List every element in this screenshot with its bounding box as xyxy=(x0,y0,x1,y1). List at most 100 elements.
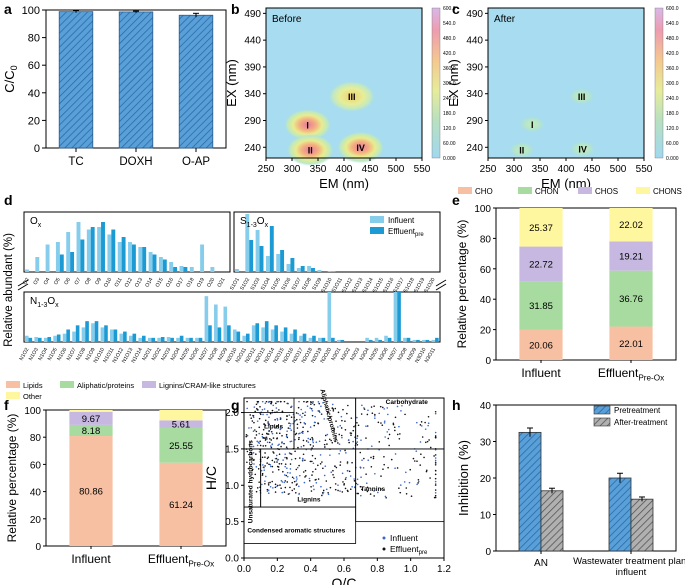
stack-segment-chon xyxy=(609,270,653,327)
point-effluent xyxy=(302,471,305,473)
bar-influent-n3o11 xyxy=(431,339,436,342)
y-axis-label: Inhibition (%) xyxy=(456,440,471,516)
point-influent xyxy=(323,474,326,477)
bar-influent-o10 xyxy=(107,234,112,272)
colorbar-tick-label: 600.0 xyxy=(443,6,456,12)
bar-effluent-o7 xyxy=(80,239,85,272)
x-tick-label: O6 xyxy=(63,277,72,286)
bar-influent-n3o10 xyxy=(422,339,426,342)
point-effluent xyxy=(313,424,316,427)
bar-influent-s1o9 xyxy=(317,270,322,272)
point-effluent xyxy=(283,442,285,445)
point-effluent xyxy=(387,437,390,440)
point-effluent xyxy=(255,490,258,493)
bar-effluent-s1o6 xyxy=(290,258,295,272)
point-influent xyxy=(290,405,293,408)
axis-break xyxy=(435,279,447,287)
point-influent xyxy=(405,471,407,474)
point-effluent xyxy=(302,453,305,456)
point-effluent xyxy=(304,423,307,425)
point-effluent xyxy=(332,473,334,476)
point-effluent xyxy=(317,478,320,480)
point-influent xyxy=(367,409,369,412)
point-effluent xyxy=(330,439,332,442)
point-influent xyxy=(289,440,292,443)
point-influent xyxy=(387,413,389,416)
point-influent xyxy=(277,458,280,461)
point-influent xyxy=(427,422,430,425)
point-effluent xyxy=(334,488,337,491)
point-influent xyxy=(262,413,264,416)
point-effluent xyxy=(270,439,273,441)
point-effluent xyxy=(262,436,265,439)
point-effluent xyxy=(279,484,281,486)
point-effluent xyxy=(327,491,329,494)
point-effluent xyxy=(299,421,302,424)
point-influent xyxy=(287,402,290,405)
segment-value-label: 25.37 xyxy=(529,223,553,234)
point-influent xyxy=(320,405,322,408)
point-effluent xyxy=(318,410,320,412)
point-influent xyxy=(284,456,286,459)
point-effluent xyxy=(250,453,253,455)
point-effluent xyxy=(276,437,278,440)
bar-effluent-o15 xyxy=(162,259,167,272)
bar-influent-n1o10 xyxy=(100,327,105,342)
point-effluent xyxy=(333,428,336,430)
point-effluent xyxy=(302,412,304,415)
group-label-main: O xyxy=(30,216,38,227)
colorbar-tick-label: 300.0 xyxy=(666,81,679,87)
x-tick-label: 350 xyxy=(310,164,327,175)
legend-marker-effluent xyxy=(382,547,386,551)
segment-value-label: 5.61 xyxy=(172,420,191,431)
group-label-tail-sub: x xyxy=(55,302,59,309)
bar-effluent-n2o11 xyxy=(245,333,250,342)
point-effluent xyxy=(266,410,269,412)
point-effluent xyxy=(348,470,351,473)
point-influent xyxy=(374,417,376,419)
point-effluent xyxy=(434,473,437,476)
bar-influent-o2 xyxy=(25,269,29,272)
point-effluent xyxy=(434,410,437,413)
y-tick-label: 20 xyxy=(28,115,40,127)
bar-influent-o5 xyxy=(55,242,60,272)
point-influent xyxy=(269,445,272,447)
x-tick-label: O9 xyxy=(94,277,103,286)
point-influent xyxy=(349,475,352,477)
point-effluent xyxy=(334,465,336,467)
point-influent xyxy=(288,492,291,495)
point-effluent xyxy=(324,439,327,442)
stack-segment-lipids xyxy=(69,436,113,546)
point-influent xyxy=(356,416,358,419)
x-tick-label-effluent-sub: Pre-Ox xyxy=(188,560,214,569)
panel-label-a: a xyxy=(4,1,12,17)
point-influent xyxy=(325,488,328,491)
point-influent xyxy=(322,492,324,495)
bar-influent-n2o4 xyxy=(176,337,180,342)
eem-region-label-iv: IV xyxy=(356,143,365,153)
bar-influent-n3o8 xyxy=(403,337,407,342)
bar-effluent-n2o10 xyxy=(236,331,241,342)
legend-swatch-other xyxy=(6,392,20,399)
point-effluent xyxy=(265,438,267,440)
point-effluent xyxy=(334,483,337,485)
panel-h-inhibition-bars: 0 10 20 30 40 AN Wastewater treatment plant inf… xyxy=(456,401,685,578)
point-effluent xyxy=(274,418,276,421)
stack-segment-other xyxy=(159,410,203,421)
bar-influent-o19 xyxy=(200,244,205,272)
point-effluent xyxy=(370,406,373,408)
point-effluent xyxy=(255,403,258,406)
point-effluent xyxy=(420,453,422,456)
bar-influent-n3o1 xyxy=(336,339,341,342)
point-effluent xyxy=(344,487,347,490)
point-effluent xyxy=(269,412,272,415)
legend-label-lipids: Lipids xyxy=(23,381,43,390)
point-influent xyxy=(262,464,264,466)
point-effluent xyxy=(317,464,319,467)
point-effluent xyxy=(290,453,293,455)
point-influent xyxy=(341,472,344,475)
point-effluent xyxy=(346,461,349,463)
point-effluent xyxy=(311,460,313,463)
bar-influent-n1o7 xyxy=(72,331,76,342)
colorbar-tick-label: 60.00 xyxy=(443,141,456,147)
